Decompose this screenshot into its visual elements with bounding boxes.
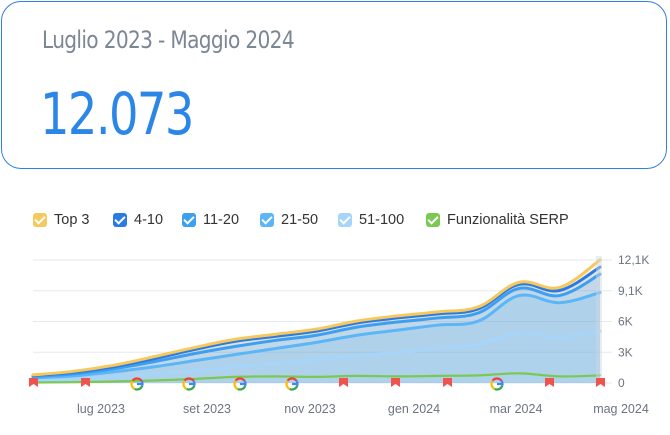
flag-icon bbox=[596, 378, 605, 387]
event-markers bbox=[29, 377, 605, 391]
google-icon bbox=[182, 377, 196, 391]
x-tick-label: set 2023 bbox=[183, 402, 231, 416]
legend-11-20[interactable]: 11-20 bbox=[182, 209, 239, 231]
checkbox-icon[interactable] bbox=[338, 213, 352, 227]
area-21-50 bbox=[33, 292, 600, 383]
y-tick-label: 0 bbox=[618, 376, 625, 390]
flag-shape bbox=[339, 378, 348, 387]
legend-21-50[interactable]: 21-50 bbox=[260, 209, 318, 231]
legend-label: Top 3 bbox=[54, 212, 90, 228]
flag-shape bbox=[596, 378, 605, 387]
x-tick-label: nov 2023 bbox=[284, 402, 335, 416]
y-axis: 12,1K 9,1K 6K 3K 0 bbox=[618, 253, 649, 390]
google-arc bbox=[186, 385, 196, 391]
area-11-20 bbox=[33, 274, 600, 383]
flag-icon bbox=[391, 378, 400, 387]
google-icon bbox=[285, 377, 299, 391]
y-tick-label: 3K bbox=[618, 345, 633, 359]
legend-serp-features[interactable]: Funzionalità SERP bbox=[426, 209, 569, 231]
flag-icon bbox=[29, 378, 38, 387]
google-arc bbox=[289, 385, 299, 391]
google-arc bbox=[494, 385, 504, 391]
google-icon bbox=[233, 377, 247, 391]
flag-shape bbox=[391, 378, 400, 387]
flag-shape bbox=[81, 378, 90, 387]
area-51-100 bbox=[33, 331, 600, 383]
x-tick-label: mag 2024 bbox=[593, 402, 649, 416]
google-arc bbox=[183, 377, 195, 382]
google-arc bbox=[234, 377, 246, 382]
google-arc bbox=[233, 380, 239, 391]
keywords-total: 12.073 bbox=[40, 80, 194, 148]
google-arc bbox=[490, 380, 496, 391]
y-tick-label: 9,1K bbox=[618, 284, 643, 298]
legend-label: 21-50 bbox=[281, 212, 319, 228]
checkbox-icon[interactable] bbox=[260, 213, 274, 227]
google-arc bbox=[130, 380, 136, 391]
google-arc bbox=[285, 380, 291, 391]
flag-icon bbox=[81, 378, 90, 387]
flag-icon bbox=[545, 378, 554, 387]
checkbox-icon[interactable] bbox=[33, 213, 47, 227]
checkbox-icon[interactable] bbox=[426, 213, 440, 227]
google-icon bbox=[130, 377, 144, 391]
area-4-10 bbox=[33, 267, 600, 383]
flag-icon bbox=[443, 378, 452, 387]
google-arc bbox=[491, 377, 503, 382]
flag-icon bbox=[339, 378, 348, 387]
rankings-chart: 12,1K 9,1K 6K 3K 0 lug 2023 set 2023 nov 2023 g… bbox=[29, 253, 649, 416]
legend-top3[interactable]: Top 3 bbox=[33, 209, 89, 231]
checkbox-icon[interactable] bbox=[182, 213, 196, 227]
google-arc bbox=[131, 377, 143, 382]
y-tick-label: 12,1K bbox=[618, 253, 649, 267]
legend-label: 11-20 bbox=[203, 212, 240, 228]
legend-label: 51-100 bbox=[359, 212, 405, 228]
legend-4-10[interactable]: 4-10 bbox=[113, 209, 163, 231]
google-icon bbox=[490, 377, 504, 391]
x-tick-label: mar 2024 bbox=[490, 402, 543, 416]
legend-label: 4-10 bbox=[134, 212, 164, 228]
google-arc bbox=[286, 377, 298, 382]
x-tick-label: lug 2023 bbox=[77, 402, 125, 416]
flag-shape bbox=[545, 378, 554, 387]
legend-label: Funzionalità SERP bbox=[447, 212, 569, 228]
hover-band bbox=[596, 256, 602, 383]
x-tick-label: gen 2024 bbox=[388, 402, 440, 416]
google-arc bbox=[134, 385, 144, 391]
x-axis: lug 2023 set 2023 nov 2023 gen 2024 mar 2024… bbox=[77, 402, 649, 416]
y-tick-label: 6K bbox=[618, 315, 633, 329]
summary-card: Luglio 2023 - Maggio 2024 12.073 bbox=[1, 1, 667, 169]
google-arc bbox=[237, 385, 247, 391]
flag-shape bbox=[443, 378, 452, 387]
period-label: Luglio 2023 - Maggio 2024 bbox=[42, 26, 295, 54]
checkbox-icon[interactable] bbox=[113, 213, 127, 227]
flag-shape bbox=[29, 378, 38, 387]
chart-lines bbox=[31, 256, 602, 384]
legend-51-100[interactable]: 51-100 bbox=[338, 209, 404, 231]
google-arc bbox=[182, 380, 188, 391]
